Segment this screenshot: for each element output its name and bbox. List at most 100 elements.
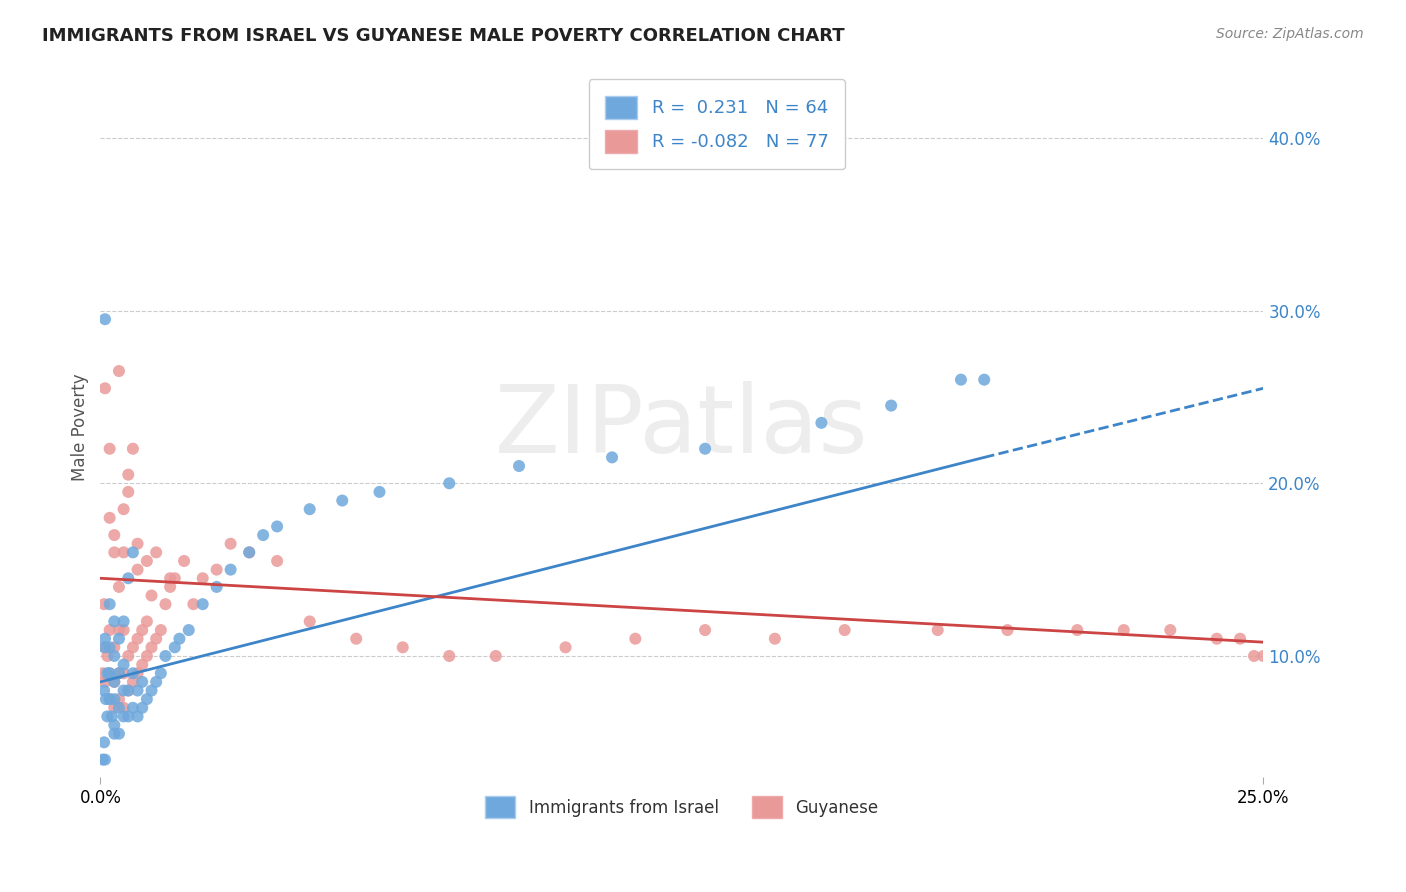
Point (122, 442, 145, 456)
Point (122, 666, 145, 681)
Point (1159, 623, 1181, 637)
Point (191, 597, 214, 611)
Point (145, 545, 167, 559)
Point (93, 683, 115, 698)
Point (103, 528, 125, 542)
Point (103, 545, 125, 559)
Point (93, 735, 115, 749)
Point (108, 666, 131, 681)
Point (1112, 623, 1135, 637)
Point (1243, 648, 1265, 663)
Point (98, 692, 121, 706)
Point (127, 683, 149, 698)
Point (98, 666, 121, 681)
Point (155, 648, 177, 663)
Point (103, 727, 125, 741)
Point (122, 545, 145, 559)
Point (103, 615, 125, 629)
Point (145, 674, 167, 689)
Point (131, 674, 153, 689)
Point (391, 640, 413, 655)
Point (131, 657, 153, 672)
Point (96, 709, 118, 723)
Y-axis label: Male Poverty: Male Poverty (72, 374, 89, 481)
Point (554, 640, 576, 655)
Point (117, 484, 139, 499)
Point (141, 683, 163, 698)
Point (96, 648, 118, 663)
Point (101, 709, 124, 723)
Point (98, 640, 121, 655)
Point (1229, 632, 1251, 646)
Point (93, 640, 115, 655)
Point (108, 700, 131, 714)
Point (219, 537, 242, 551)
Point (98, 511, 121, 525)
Point (439, 476, 461, 491)
Point (1253, 648, 1275, 663)
Point (127, 563, 149, 577)
Point (155, 597, 177, 611)
Point (141, 640, 163, 655)
Point (127, 632, 149, 646)
Point (98, 442, 121, 456)
Point (112, 700, 135, 714)
Point (122, 674, 145, 689)
Point (94, 640, 117, 655)
Point (298, 502, 321, 516)
Point (127, 709, 149, 723)
Point (177, 623, 200, 637)
Point (98, 597, 121, 611)
Point (112, 623, 135, 637)
Point (94, 632, 117, 646)
Text: Source: ZipAtlas.com: Source: ZipAtlas.com (1216, 27, 1364, 41)
Point (439, 648, 461, 663)
Point (112, 666, 135, 681)
Point (810, 416, 832, 430)
Point (763, 632, 786, 646)
Point (135, 648, 157, 663)
Point (98, 623, 121, 637)
Point (145, 632, 167, 646)
Point (112, 545, 135, 559)
Point (330, 493, 353, 508)
Text: ZIPatlas: ZIPatlas (495, 381, 869, 473)
Point (298, 615, 321, 629)
Point (91, 753, 114, 767)
Point (96, 666, 118, 681)
Point (997, 623, 1019, 637)
Point (103, 718, 125, 732)
Point (103, 674, 125, 689)
Point (173, 554, 195, 568)
Point (103, 674, 125, 689)
Point (108, 692, 131, 706)
Point (112, 657, 135, 672)
Point (238, 545, 260, 559)
Point (112, 502, 135, 516)
Point (117, 683, 139, 698)
Point (693, 442, 716, 456)
Point (103, 692, 125, 706)
Point (108, 632, 131, 646)
Point (93, 597, 115, 611)
Point (266, 519, 288, 533)
Legend: Immigrants from Israel, Guyanese: Immigrants from Israel, Guyanese (478, 789, 884, 824)
Point (131, 623, 153, 637)
Point (94, 381, 117, 395)
Point (508, 458, 530, 473)
Point (368, 484, 391, 499)
Point (122, 640, 145, 655)
Point (183, 597, 205, 611)
Point (1066, 623, 1088, 637)
Point (1205, 632, 1227, 646)
Point (98, 692, 121, 706)
Point (205, 563, 228, 577)
Point (112, 709, 135, 723)
Point (117, 467, 139, 482)
Point (624, 632, 647, 646)
Point (103, 648, 125, 663)
Point (108, 580, 131, 594)
Point (149, 666, 172, 681)
Point (131, 700, 153, 714)
Point (108, 623, 131, 637)
